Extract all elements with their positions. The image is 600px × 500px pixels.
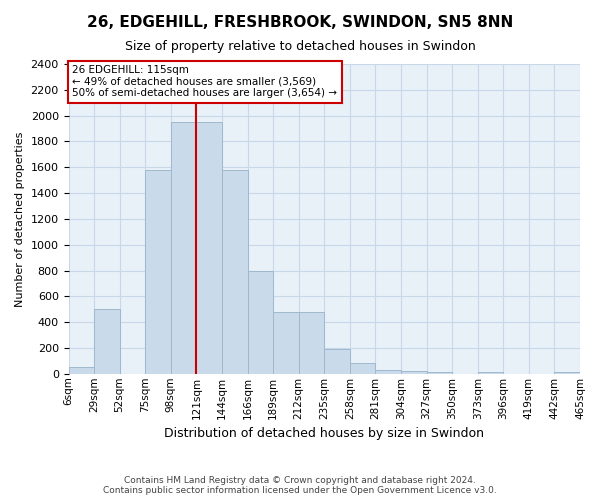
- Bar: [350, 364, 376, 374]
- Bar: [171, 122, 196, 374]
- Bar: [94, 309, 119, 374]
- Bar: [196, 122, 222, 374]
- Bar: [478, 372, 503, 374]
- Y-axis label: Number of detached properties: Number of detached properties: [15, 131, 25, 306]
- Bar: [273, 312, 299, 374]
- Text: 26, EDGEHILL, FRESHBROOK, SWINDON, SN5 8NN: 26, EDGEHILL, FRESHBROOK, SWINDON, SN5 8…: [87, 15, 513, 30]
- Text: 26 EDGEHILL: 115sqm
← 49% of detached houses are smaller (3,569)
50% of semi-det: 26 EDGEHILL: 115sqm ← 49% of detached ho…: [73, 66, 337, 98]
- X-axis label: Distribution of detached houses by size in Swindon: Distribution of detached houses by size …: [164, 427, 484, 440]
- Bar: [324, 348, 350, 374]
- Bar: [401, 371, 427, 374]
- Bar: [145, 170, 171, 374]
- Bar: [554, 372, 580, 374]
- Bar: [222, 170, 248, 374]
- Bar: [248, 270, 273, 374]
- Bar: [376, 370, 401, 374]
- Bar: [427, 372, 452, 374]
- Bar: [68, 368, 94, 374]
- Text: Size of property relative to detached houses in Swindon: Size of property relative to detached ho…: [125, 40, 475, 53]
- Text: Contains HM Land Registry data © Crown copyright and database right 2024.
Contai: Contains HM Land Registry data © Crown c…: [103, 476, 497, 495]
- Bar: [299, 312, 324, 374]
